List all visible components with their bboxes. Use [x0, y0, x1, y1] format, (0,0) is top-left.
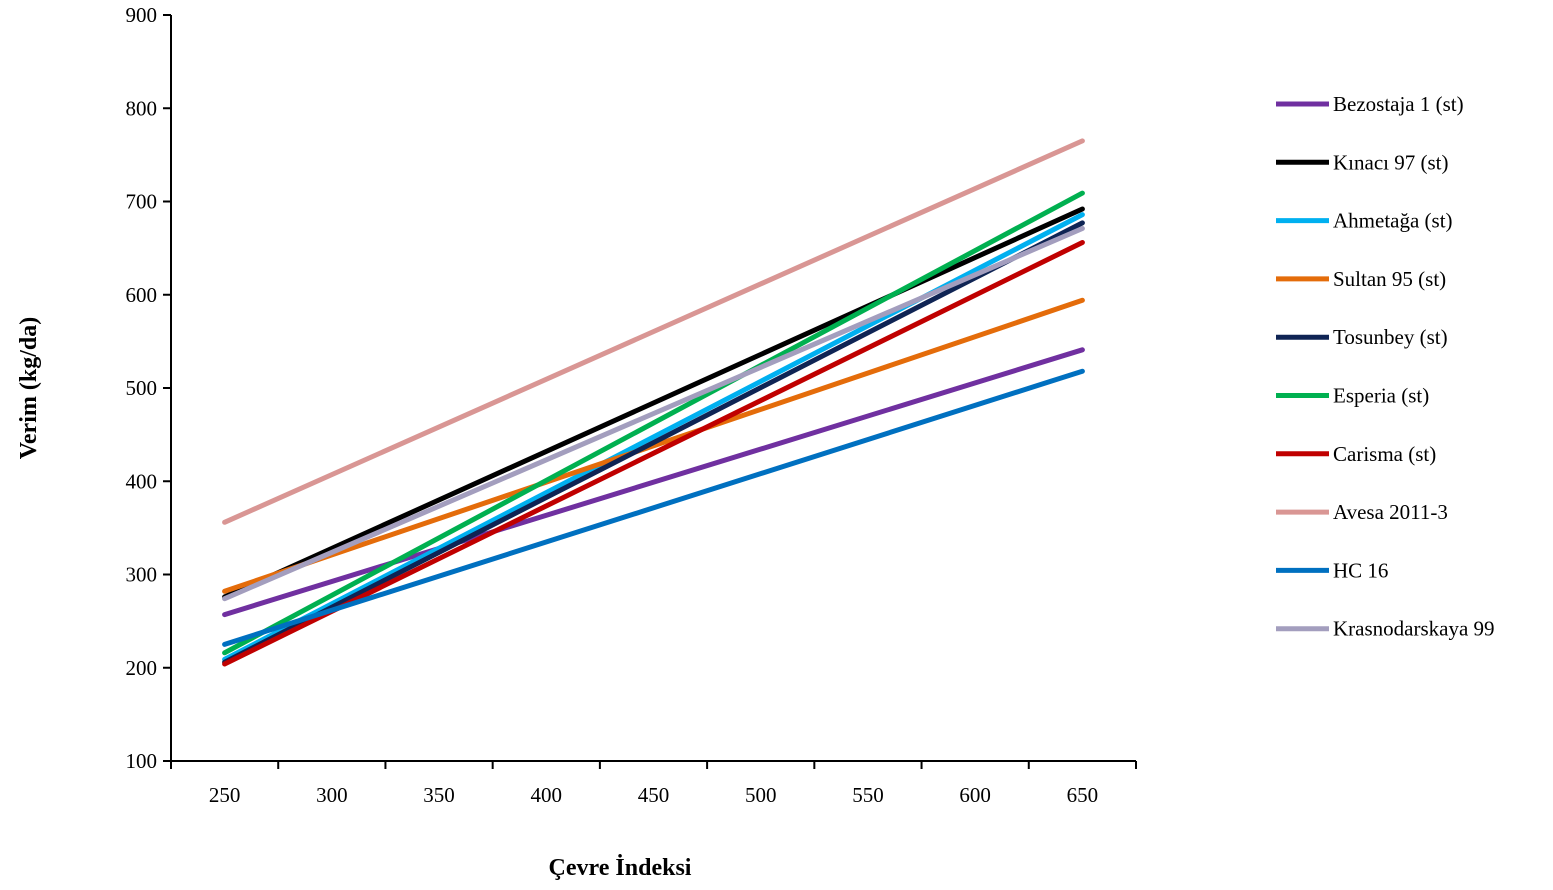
- x-tick-label: 500: [745, 783, 777, 807]
- series-line: [222, 347, 1085, 618]
- axes: [170, 15, 1136, 762]
- y-axis-title: Verim (kg/da): [16, 317, 42, 459]
- x-tick-label: 550: [852, 783, 884, 807]
- y-tick-label: 900: [126, 3, 158, 27]
- legend-label: Krasnodarskaya 99: [1333, 617, 1495, 641]
- series-line: [222, 190, 1085, 656]
- x-tick-label: 650: [1067, 783, 1099, 807]
- y-tick-label: 600: [126, 283, 158, 307]
- y-tick-label: 700: [126, 190, 158, 214]
- legend-label: Carisma (st): [1333, 442, 1436, 466]
- legend-label: Ahmetağa (st): [1333, 209, 1453, 233]
- legend-label: HC 16: [1333, 558, 1388, 582]
- y-tick-label: 100: [126, 749, 158, 773]
- x-tick-label: 400: [531, 783, 563, 807]
- legend-label: Sultan 95 (st): [1333, 267, 1446, 291]
- x-axis-ticks: 250 300 350 400 450 500 550 600 650: [170, 761, 1137, 807]
- x-tick-label: 600: [959, 783, 991, 807]
- legend: Bezostaja 1 (st) Kınacı 97 (st) Ahmetağa (…: [1276, 92, 1495, 641]
- series-line: [222, 206, 1085, 600]
- x-tick-label: 450: [638, 783, 670, 807]
- x-tick-label: 350: [423, 783, 455, 807]
- x-tick-label: 250: [209, 783, 241, 807]
- x-tick-label: 300: [316, 783, 348, 807]
- legend-label: Esperia (st): [1333, 384, 1429, 408]
- x-axis-title: Çevre İndeksi: [549, 855, 692, 881]
- series-line: [222, 138, 1085, 525]
- series-line: [222, 220, 1085, 665]
- y-axis-ticks: 100 200 300 400 500 600 700 800 900: [126, 3, 171, 773]
- y-tick-label: 300: [126, 563, 158, 587]
- legend-label: Avesa 2011-3: [1333, 500, 1448, 524]
- y-tick-label: 200: [126, 656, 158, 680]
- series-line: [222, 297, 1085, 594]
- y-tick-label: 800: [126, 96, 158, 120]
- legend-label: Kınacı 97 (st): [1333, 150, 1448, 174]
- y-tick-label: 400: [126, 469, 158, 493]
- series-line: [222, 226, 1085, 602]
- legend-label: Bezostaja 1 (st): [1333, 92, 1464, 116]
- series-line: [222, 240, 1085, 667]
- series-lines: [222, 138, 1085, 667]
- legend-label: Tosunbey (st): [1333, 325, 1448, 349]
- y-tick-label: 500: [126, 376, 158, 400]
- series-line: [222, 368, 1085, 647]
